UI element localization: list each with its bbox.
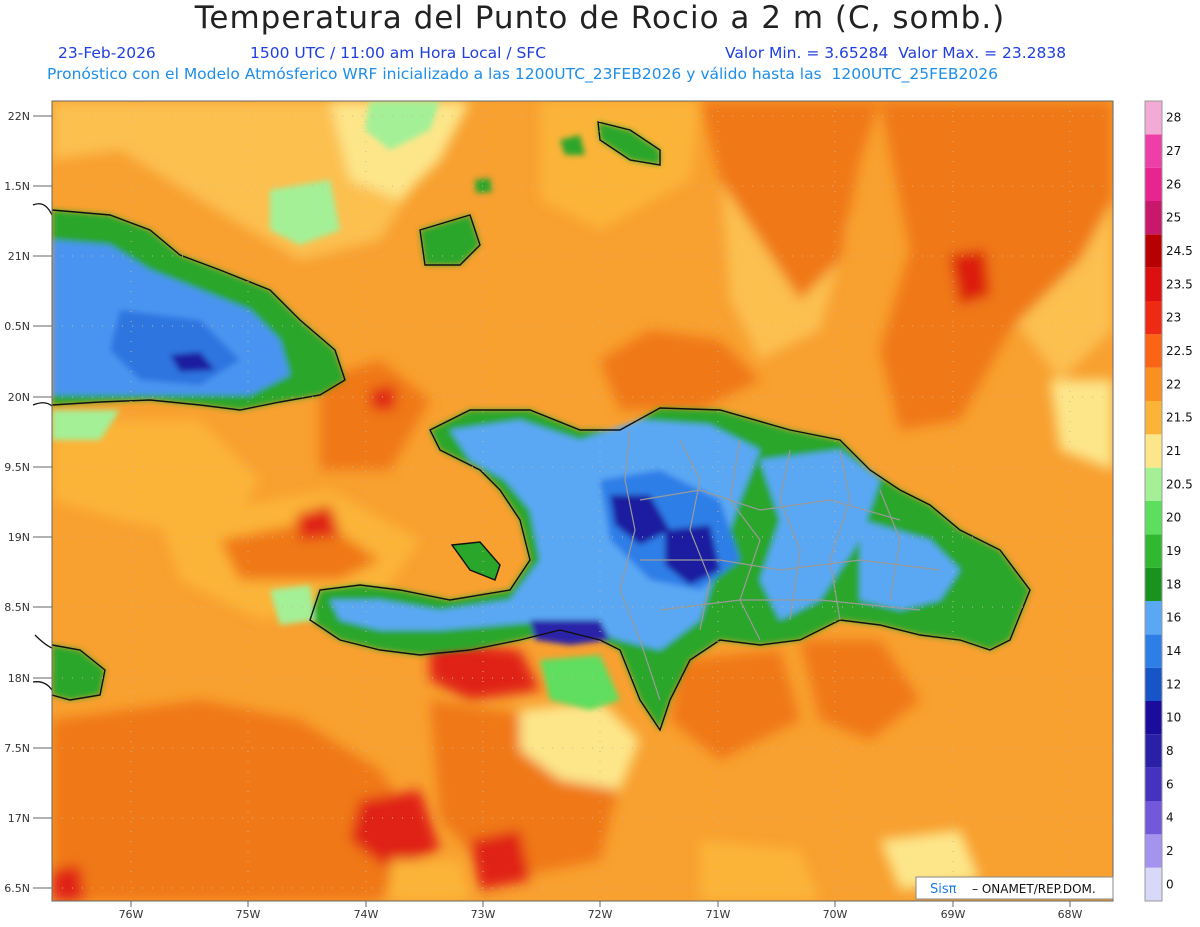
lon-tick-label: 73W <box>471 908 496 921</box>
colorbar-label: 22 <box>1166 377 1181 391</box>
colorbar-swatch <box>1145 667 1162 701</box>
latitude-axis: 22N 1.5N 21N 0.5N 20N 9.5N 19N 8.5N 18N … <box>4 110 30 895</box>
colorbar-label: 18 <box>1166 577 1181 591</box>
colorbar-label: 25 <box>1166 211 1181 225</box>
colorbar-label: 8 <box>1166 744 1174 758</box>
lat-tick-label: 19N <box>8 531 30 544</box>
lon-tick-label: 69W <box>941 908 966 921</box>
colorbar-label: 19 <box>1166 544 1181 558</box>
colorbar-label: 6 <box>1166 777 1174 791</box>
lat-tick-label: 22N <box>8 110 30 123</box>
colorbar-label: 2 <box>1166 844 1174 858</box>
colorbar-label: 23 <box>1166 311 1181 325</box>
lon-tick-label: 72W <box>588 908 613 921</box>
colorbar-label: 23.5 <box>1166 277 1193 291</box>
credit-box: Sisπ – ONAMET/REP.DOM. <box>915 876 1114 900</box>
colorbar-swatch <box>1145 101 1162 135</box>
colorbar-swatch <box>1145 367 1162 401</box>
colorbar-swatch <box>1145 534 1162 568</box>
colorbar-label: 24.5 <box>1166 244 1193 258</box>
colorbar-label: 0 <box>1166 877 1174 891</box>
colorbar-label: 4 <box>1166 811 1174 825</box>
province-borders <box>619 429 941 701</box>
colorbar-swatch <box>1145 767 1162 801</box>
colorbar-swatch <box>1145 434 1162 468</box>
lon-tick-label: 71W <box>706 908 731 921</box>
colorbar-swatch <box>1145 567 1162 601</box>
lat-tick-label: 8.5N <box>4 601 30 614</box>
colorbar-swatch <box>1145 301 1162 335</box>
colorbar-swatch <box>1145 267 1162 301</box>
colorbar-swatch <box>1145 234 1162 268</box>
colorbar: 2827262524.523.52322.52221.52120.5201918… <box>1144 100 1193 902</box>
colorbar-label: 21.5 <box>1166 411 1193 425</box>
jamaica-landmass <box>52 645 105 700</box>
colorbar-swatch <box>1145 834 1162 868</box>
colorbar-label: 27 <box>1166 144 1181 158</box>
colorbar-swatch <box>1145 501 1162 535</box>
lat-tick-label: 9.5N <box>4 461 30 474</box>
dewpoint-field <box>52 101 1113 901</box>
colorbar-label: 20 <box>1166 511 1181 525</box>
colorbar-swatch <box>1145 701 1162 735</box>
lon-tick-label: 70W <box>823 908 848 921</box>
lon-tick-label: 68W <box>1058 908 1083 921</box>
colorbar-swatch <box>1145 734 1162 768</box>
colorbar-label: 28 <box>1166 111 1181 125</box>
lat-tick-label: 17N <box>8 812 30 825</box>
map-title: Temperatura del Punto de Rocio a 2 m (C,… <box>194 0 1006 36</box>
lat-tick-label: 0.5N <box>4 320 30 333</box>
colorbar-swatch <box>1145 134 1162 168</box>
longitude-axis: 76W 75W 74W 73W 72W 71W 70W 69W 68W <box>119 908 1083 921</box>
colorbar-swatch <box>1145 801 1162 835</box>
colorbar-swatch <box>1145 867 1162 901</box>
lat-tick-label: 7.5N <box>4 742 30 755</box>
lat-tick-label: 1.5N <box>4 180 30 193</box>
lat-tick-label: 6.5N <box>4 882 30 895</box>
sispi-logo: Sisπ <box>930 882 957 897</box>
lat-tick-label: 21N <box>8 250 30 263</box>
plot-frame <box>51 100 1114 902</box>
colorbar-label: 10 <box>1166 711 1181 725</box>
colorbar-swatch <box>1145 467 1162 501</box>
colorbar-label: 26 <box>1166 177 1181 191</box>
lat-tick-label: 20N <box>8 391 30 404</box>
model-info: Pronóstico con el Modelo Atmósferico WRF… <box>47 65 998 83</box>
colorbar-swatch <box>1145 201 1162 235</box>
forecast-date: 23-Feb-2026 <box>58 44 156 62</box>
forecast-time: 1500 UTC / 11:00 am Hora Local / SFC <box>250 44 547 62</box>
cuba-landmass <box>52 210 345 410</box>
value-min-max: Valor Min. = 3.65284 Valor Max. = 23.283… <box>725 44 1067 62</box>
colorbar-label: 22.5 <box>1166 344 1193 358</box>
graticule <box>52 101 1113 901</box>
colorbar-swatch <box>1145 334 1162 368</box>
credit-text: – ONAMET/REP.DOM. <box>972 882 1096 896</box>
colorbar-swatch <box>1145 634 1162 668</box>
lon-tick-label: 76W <box>119 908 144 921</box>
colorbar-label: 16 <box>1166 611 1181 625</box>
colorbar-label: 20.5 <box>1166 477 1193 491</box>
colorbar-swatch <box>1145 401 1162 435</box>
coastlines <box>52 121 1031 732</box>
lon-tick-label: 74W <box>354 908 379 921</box>
bahamas-islands <box>52 101 660 440</box>
colorbar-label: 21 <box>1166 444 1181 458</box>
colorbar-label: 14 <box>1166 644 1181 658</box>
colorbar-label: 12 <box>1166 677 1181 691</box>
lon-tick-label: 75W <box>236 908 261 921</box>
colorbar-swatch <box>1145 601 1162 635</box>
lat-tick-label: 18N <box>8 672 30 685</box>
colorbar-swatch <box>1145 167 1162 201</box>
